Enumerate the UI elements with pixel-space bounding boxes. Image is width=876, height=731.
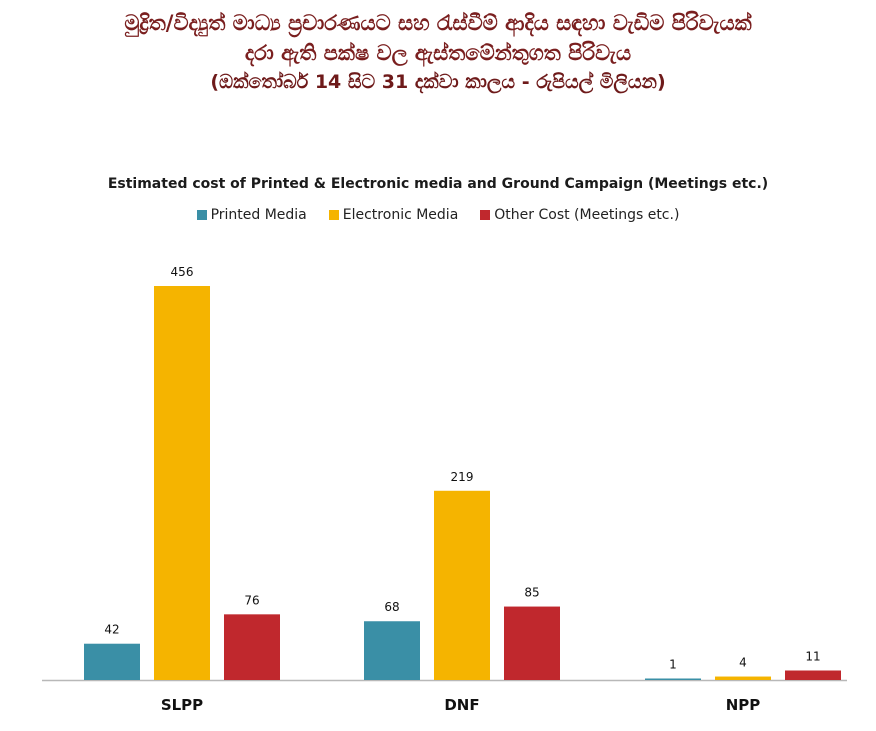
legend-swatch-printed-media: [196, 210, 207, 220]
value-label-dnf-electronic-media: 219: [451, 470, 474, 484]
legend-item-electronic-media: Electronic Media: [328, 207, 459, 223]
value-label-npp-other-cost-meetings-etc: 11: [805, 649, 820, 663]
sinhala-header: මුද්‍රිත/විද්‍යුත් මාධ්‍ය ප්‍රචාරණයට සහ …: [0, 8, 876, 96]
bar-dnf-electronic-media: [434, 490, 490, 680]
category-label-dnf: DNF: [444, 696, 479, 714]
value-label-npp-electronic-media: 4: [739, 656, 747, 670]
value-label-slpp-other-cost-meetings-etc: 76: [244, 593, 259, 607]
legend-label-electronic-media: Electronic Media: [342, 207, 459, 223]
legend-item-printed-media: Printed Media: [196, 207, 307, 223]
bar-dnf-printed-media: [364, 621, 420, 680]
chart-title: Estimated cost of Printed & Electronic m…: [107, 176, 769, 192]
value-label-slpp-printed-media: 42: [104, 623, 119, 637]
bar-npp-electronic-media: [715, 676, 771, 680]
chart-legend: Printed Media Electronic Media Other Cos…: [0, 207, 876, 223]
bar-dnf-other-cost-meetings-etc: [504, 606, 560, 680]
bar-npp-other-cost-meetings-etc: [785, 670, 841, 680]
bar-npp-printed-media: [645, 678, 701, 680]
bar-slpp-printed-media: [84, 643, 140, 680]
value-label-dnf-other-cost-meetings-etc: 85: [524, 586, 539, 600]
header-line-2: දරා ඇති පක්ෂ වල ඇස්තමේන්තුගත පිරිවැය: [244, 41, 632, 65]
value-label-dnf-printed-media: 68: [384, 600, 399, 614]
legend-swatch-other-cost: [480, 210, 491, 220]
header-line-3: (ඔක්තෝබර් 14 සිට 31 දක්වා කාලය - රුපියල්…: [210, 71, 666, 93]
bar-slpp-other-cost-meetings-etc: [224, 614, 280, 680]
header-line-1: මුද්‍රිත/විද්‍යුත් මාධ්‍ය ප්‍රචාරණයට සහ …: [124, 11, 752, 35]
category-label-slpp: SLPP: [161, 696, 203, 714]
value-label-slpp-electronic-media: 456: [171, 265, 194, 279]
legend-label-printed-media: Printed Media: [210, 207, 307, 223]
legend-item-other-cost: Other Cost (Meetings etc.): [480, 207, 679, 223]
bar-slpp-electronic-media: [154, 286, 210, 680]
legend-label-other-cost: Other Cost (Meetings etc.): [494, 207, 680, 223]
legend-swatch-electronic-media: [328, 210, 339, 220]
value-label-npp-printed-media: 1: [669, 658, 677, 672]
category-label-npp: NPP: [726, 696, 761, 714]
